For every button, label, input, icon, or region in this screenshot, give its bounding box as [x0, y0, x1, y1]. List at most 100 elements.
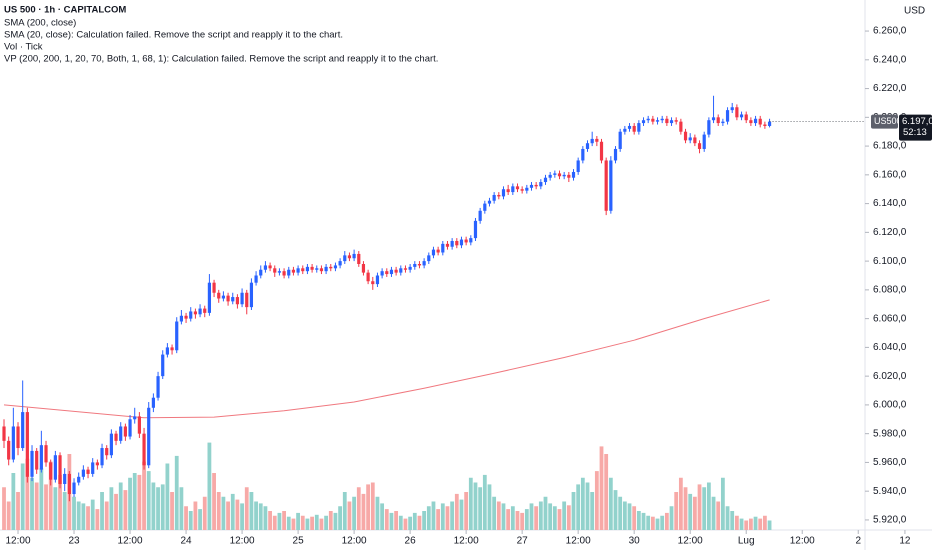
candle-body — [44, 445, 48, 463]
volume-bar — [417, 515, 422, 530]
candle-body — [81, 469, 85, 477]
volume-bar — [534, 506, 539, 530]
volume-bar — [48, 461, 53, 530]
candle-body — [436, 249, 440, 253]
candle-body — [175, 321, 179, 351]
volume-bar — [20, 463, 25, 530]
volume-bar — [664, 512, 669, 530]
candle-body — [301, 268, 305, 272]
candle-body — [147, 407, 151, 466]
volume-bar — [632, 506, 637, 530]
volume-bar — [520, 512, 525, 530]
volume-bar — [576, 484, 581, 530]
volume-bar — [39, 468, 44, 530]
volume-bar — [2, 487, 6, 530]
last-price-label: 6.197,0 — [902, 116, 932, 127]
candle-body — [151, 397, 155, 408]
candle-body — [604, 160, 608, 211]
candle-body — [669, 120, 674, 124]
candle-body — [427, 255, 431, 262]
candle-body — [357, 253, 361, 264]
candle-body — [557, 173, 562, 177]
candle-body — [483, 203, 487, 211]
x-tick-label: 30 — [629, 536, 641, 547]
volume-bar — [347, 501, 352, 530]
x-tick-label: 12:00 — [6, 536, 31, 547]
candle-body — [515, 186, 520, 190]
candle-body — [100, 448, 104, 466]
volume-bar — [366, 484, 371, 530]
candle-body — [361, 263, 366, 273]
sma-line — [3, 299, 770, 419]
candle-body — [581, 148, 585, 161]
volume-bar — [100, 492, 104, 530]
candle-body — [525, 187, 529, 191]
volume-bar — [342, 492, 347, 530]
candle-body — [702, 134, 706, 149]
volume-bar — [324, 515, 329, 530]
candle-body — [679, 121, 683, 132]
volume-bar — [356, 487, 361, 530]
candle-body — [459, 239, 464, 246]
candle-body — [315, 268, 319, 270]
candle-body — [296, 268, 300, 273]
volume-bar — [81, 503, 86, 530]
candle-body — [735, 107, 739, 118]
x-tick-label: 12:00 — [230, 536, 255, 547]
volume-bar — [478, 487, 483, 530]
x-tick-label: 12:00 — [118, 536, 143, 547]
volume-bar — [627, 503, 632, 530]
volume-bar — [314, 514, 319, 530]
volume-bar — [468, 477, 473, 530]
y-tick-label: 6.040,0 — [873, 342, 907, 353]
volume-bar — [403, 518, 408, 530]
candle-body — [753, 118, 758, 124]
volume-bar — [109, 487, 114, 530]
candle-body — [123, 426, 127, 437]
candle-body — [637, 123, 641, 132]
volume-bar — [160, 484, 165, 530]
candle-body — [725, 110, 730, 122]
candle-body — [539, 182, 543, 187]
currency-label: USD — [904, 6, 925, 17]
candle-body — [95, 462, 99, 466]
candle-body — [63, 473, 67, 484]
candle-body — [119, 426, 123, 441]
volume-bar — [34, 482, 39, 530]
volume-bar — [594, 471, 599, 530]
chart-title: US 500 · 1h · CAPITALCOM — [4, 5, 126, 16]
x-tick-label: 12 — [899, 536, 911, 547]
candle-body — [207, 282, 212, 313]
volume-bar — [132, 473, 137, 530]
legend-entry: SMA (20, close): Calculation failed. Rem… — [4, 30, 343, 41]
volume-bar — [762, 515, 767, 530]
candle-body — [389, 269, 394, 275]
volume-bar — [725, 506, 730, 530]
volume-bar — [720, 477, 725, 530]
candle-body — [133, 416, 137, 420]
candle-body — [683, 131, 688, 141]
volume-bar — [277, 512, 282, 530]
candle-body — [693, 137, 697, 144]
candle-body — [655, 120, 660, 122]
volume-bar — [566, 505, 571, 530]
volume-bar — [272, 515, 277, 530]
candle-body — [235, 297, 240, 305]
volume-bar — [72, 496, 76, 530]
volume-bar — [492, 496, 497, 530]
candle-body — [506, 189, 510, 193]
x-tick-label: 23 — [68, 536, 80, 547]
candle-body — [189, 311, 193, 319]
volume-bar — [11, 473, 16, 530]
volume-bar — [114, 493, 118, 530]
legend-entry: VP (200, 200, 1, 20, 70, Both, 1, 68, 1)… — [4, 54, 438, 65]
volume-bar — [384, 509, 389, 530]
volume-bar — [244, 487, 249, 530]
volume-bar — [375, 496, 380, 530]
candle-body — [739, 114, 744, 118]
candle-body — [520, 189, 524, 191]
volume-bar — [226, 501, 230, 530]
candle-body — [716, 117, 720, 124]
candle-body — [651, 118, 655, 122]
candle-body — [744, 114, 748, 121]
